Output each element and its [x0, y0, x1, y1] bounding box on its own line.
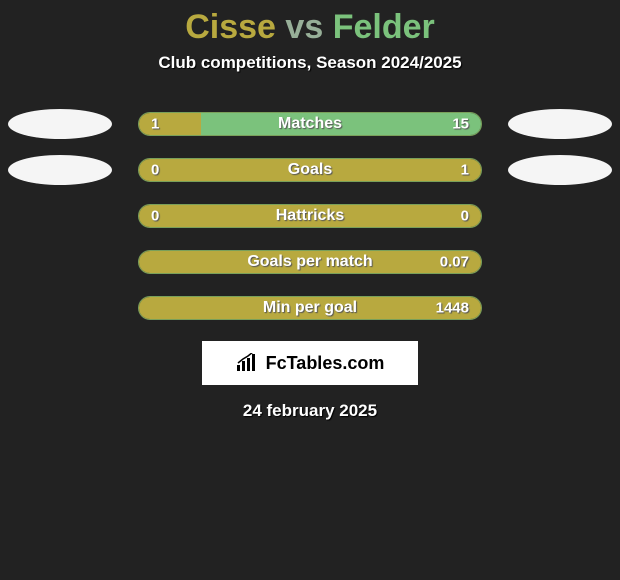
stat-bar: 00Hattricks: [138, 204, 482, 228]
player1-avatar: [8, 109, 112, 139]
stat-label: Min per goal: [139, 299, 481, 317]
stat-row: 00Hattricks: [0, 193, 620, 239]
date-text: 24 february 2025: [0, 401, 620, 421]
comparison-title: Cisse vs Felder: [0, 0, 620, 53]
stat-label: Hattricks: [139, 207, 481, 225]
stat-label: Goals: [139, 161, 481, 179]
stat-row: 1448Min per goal: [0, 285, 620, 331]
player2-avatar: [508, 155, 612, 185]
stat-row: 0.07Goals per match: [0, 239, 620, 285]
vs-separator: vs: [285, 8, 323, 46]
stat-bar: 115Matches: [138, 112, 482, 136]
chart-icon: [236, 353, 260, 373]
stat-row: 115Matches: [0, 101, 620, 147]
player2-avatar: [508, 109, 612, 139]
stat-label: Goals per match: [139, 253, 481, 271]
stat-bar: 0.07Goals per match: [138, 250, 482, 274]
stat-label: Matches: [139, 115, 481, 133]
player2-name: Felder: [333, 8, 435, 46]
player1-name: Cisse: [185, 8, 276, 46]
stat-bar: 01Goals: [138, 158, 482, 182]
subtitle: Club competitions, Season 2024/2025: [0, 53, 620, 73]
player1-avatar: [8, 155, 112, 185]
stat-bar: 1448Min per goal: [138, 296, 482, 320]
logo-text: FcTables.com: [266, 353, 385, 374]
stat-row: 01Goals: [0, 147, 620, 193]
stat-rows: 115Matches 01Goals 00Hattricks 0.07Goals pe…: [0, 101, 620, 331]
logo-box: FcTables.com: [202, 341, 418, 385]
